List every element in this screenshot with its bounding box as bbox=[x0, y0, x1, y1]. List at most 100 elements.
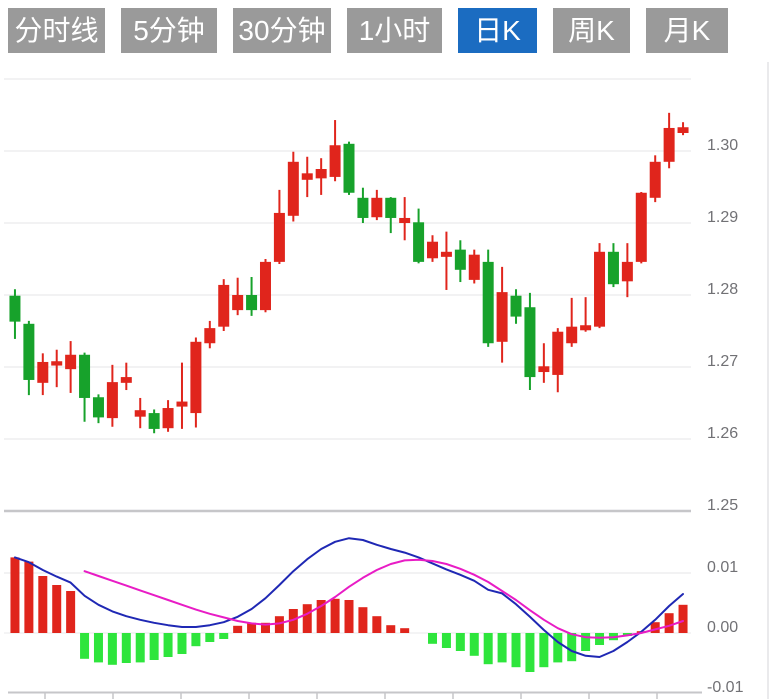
macd-histogram-bar bbox=[66, 591, 76, 633]
candlestick bbox=[287, 161, 299, 216]
macd-histogram-bar bbox=[330, 598, 340, 633]
candlestick bbox=[9, 295, 21, 322]
candlestick bbox=[162, 408, 174, 429]
candlestick bbox=[440, 251, 452, 257]
dea-line bbox=[83, 558, 684, 639]
candlestick bbox=[635, 192, 647, 262]
timeframe-toolbar: 分时线 5分钟 30分钟 1小时 日K 周K 月K bbox=[8, 8, 728, 53]
macd-histogram-bar bbox=[483, 633, 493, 665]
macd-axis-label: 0.00 bbox=[707, 619, 738, 636]
candlestick bbox=[273, 212, 285, 262]
macd-histogram-bar bbox=[553, 633, 563, 663]
macd-histogram-bar bbox=[177, 633, 187, 654]
candlestick bbox=[663, 127, 675, 162]
macd-histogram-bar bbox=[191, 633, 201, 647]
macd-histogram-bar bbox=[163, 633, 173, 657]
candlestick bbox=[246, 295, 258, 311]
timeframe-button-monthly[interactable]: 月K bbox=[646, 8, 728, 53]
macd-histogram-bar bbox=[400, 628, 410, 633]
candlestick bbox=[552, 331, 564, 375]
macd-histogram-bar bbox=[386, 625, 396, 633]
timeframe-button-5min[interactable]: 5分钟 bbox=[121, 8, 217, 53]
macd-histogram-bar bbox=[511, 633, 521, 668]
candlestick bbox=[37, 361, 49, 383]
candlestick bbox=[204, 328, 216, 344]
candlestick bbox=[371, 197, 383, 218]
timeframe-button-weekly[interactable]: 周K bbox=[553, 8, 630, 53]
macd-histogram-bar bbox=[650, 622, 660, 633]
price-axis-label: 1.28 bbox=[707, 281, 738, 298]
timeframe-button-30min[interactable]: 30分钟 bbox=[233, 8, 331, 53]
macd-histogram-bar bbox=[567, 633, 577, 662]
macd-histogram-bar bbox=[288, 609, 298, 633]
macd-histogram-bar bbox=[441, 633, 451, 648]
macd-histogram-bar bbox=[469, 633, 479, 656]
candlestick bbox=[538, 366, 550, 373]
timeframe-button-daily[interactable]: 日K bbox=[458, 8, 537, 53]
macd-axis-label: -0.01 bbox=[707, 679, 744, 696]
candlestick bbox=[454, 249, 466, 270]
price-axis-label: 1.30 bbox=[707, 137, 738, 154]
macd-histogram-bar bbox=[80, 633, 90, 659]
candlestick bbox=[607, 251, 619, 285]
macd-histogram-bar bbox=[302, 604, 312, 633]
candlestick bbox=[385, 197, 397, 218]
candlestick bbox=[580, 325, 592, 331]
candlestick bbox=[232, 295, 244, 311]
candlestick bbox=[301, 173, 313, 180]
price-axis-label: 1.27 bbox=[707, 353, 738, 370]
candlestick bbox=[259, 261, 271, 311]
candlestick bbox=[468, 254, 480, 280]
macd-histogram-bar bbox=[455, 633, 465, 651]
dif-line bbox=[14, 537, 684, 658]
price-axis-label: 1.29 bbox=[707, 209, 738, 226]
candlestick bbox=[496, 292, 508, 342]
candlestick bbox=[176, 401, 188, 407]
candlestick bbox=[92, 397, 104, 418]
macd-histogram-bar bbox=[525, 633, 535, 672]
macd-histogram-bar bbox=[539, 633, 549, 668]
candlestick bbox=[621, 261, 633, 282]
candlestick bbox=[120, 377, 132, 383]
macd-axis-label: 0.01 bbox=[707, 559, 738, 576]
candlestick bbox=[79, 354, 91, 398]
macd-histogram-bar bbox=[205, 633, 215, 642]
candlestick bbox=[399, 217, 411, 223]
macd-histogram-bar bbox=[233, 625, 243, 633]
candlestick bbox=[65, 354, 77, 370]
price-axis-label: 1.26 bbox=[707, 425, 738, 442]
candlestick bbox=[148, 413, 160, 429]
macd-histogram-bar bbox=[135, 633, 145, 663]
candlestick bbox=[594, 251, 606, 327]
macd-histogram-bar bbox=[260, 622, 270, 633]
macd-histogram-bar bbox=[10, 557, 20, 633]
candlestick bbox=[357, 197, 369, 218]
candlestick bbox=[315, 169, 327, 179]
candlestick bbox=[134, 410, 146, 417]
macd-histogram-bar bbox=[497, 633, 507, 663]
candlestick bbox=[51, 361, 63, 366]
candlestick bbox=[106, 382, 118, 419]
macd-histogram-bar bbox=[595, 633, 605, 645]
timeframe-button-1hour[interactable]: 1小时 bbox=[347, 8, 442, 53]
candlestick bbox=[343, 143, 355, 193]
candlestick bbox=[649, 161, 661, 198]
macd-histogram-bar bbox=[107, 633, 117, 665]
candlestick bbox=[510, 295, 522, 317]
macd-histogram-bar bbox=[358, 607, 368, 633]
candlestick bbox=[427, 241, 439, 259]
macd-histogram-bar bbox=[428, 633, 438, 644]
candlestick bbox=[677, 127, 689, 133]
candlestick bbox=[329, 145, 341, 177]
candlestick bbox=[482, 261, 494, 344]
candlestick bbox=[218, 284, 230, 327]
macd-histogram-bar bbox=[678, 604, 688, 633]
price-axis-label: 1.25 bbox=[707, 497, 738, 514]
macd-histogram-bar bbox=[52, 585, 62, 633]
candlestick bbox=[23, 323, 35, 380]
macd-histogram-bar bbox=[316, 600, 326, 633]
timeframe-button-intraday[interactable]: 分时线 bbox=[8, 8, 105, 53]
macd-histogram-bar bbox=[581, 633, 591, 651]
candlestick bbox=[190, 341, 202, 414]
